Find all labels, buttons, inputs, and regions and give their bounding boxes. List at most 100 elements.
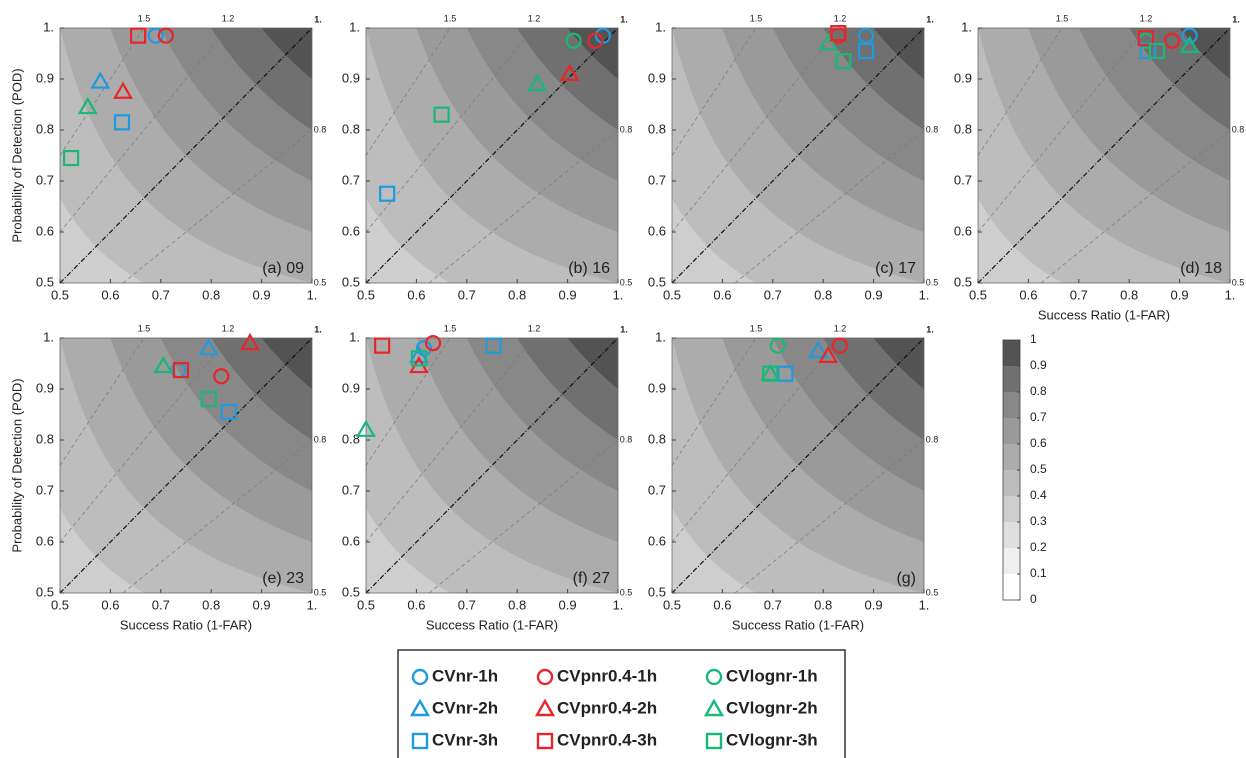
legend-box xyxy=(397,649,846,758)
y-tick-label: 0.7 xyxy=(36,172,54,187)
colorbar-label: 0 xyxy=(1030,592,1037,606)
x-tick-label: 0.9 xyxy=(1171,287,1189,302)
colorbar-label: 1 xyxy=(1030,332,1037,346)
marker xyxy=(534,698,556,717)
legend-item: CVnr-3h xyxy=(411,730,498,750)
csi-band xyxy=(672,338,924,389)
marker xyxy=(536,732,554,750)
x-tick-label: 0.7 xyxy=(458,287,476,302)
bias-label: 1.5 xyxy=(138,323,151,333)
marker xyxy=(1181,27,1198,44)
marker xyxy=(1179,35,1200,53)
colorbar-label: 0.2 xyxy=(1030,540,1047,554)
y-tick-label: 0.9 xyxy=(342,380,360,395)
x-tick-label: 0.6 xyxy=(713,287,731,302)
marker xyxy=(172,362,190,379)
y-tick-label: 0.5 xyxy=(36,584,54,599)
panel-label: (c) 17 xyxy=(875,260,916,277)
bias-label: 1. xyxy=(314,324,322,334)
x-axis-label: Success Ratio (1-FAR) xyxy=(732,617,864,632)
marker xyxy=(769,337,786,354)
bias-line xyxy=(977,27,1063,156)
colorbar-band xyxy=(1003,470,1020,496)
bias-label: 1. xyxy=(620,14,628,24)
marker xyxy=(485,337,502,354)
marker xyxy=(411,668,429,686)
panel-label: (b) 16 xyxy=(568,260,610,277)
marker xyxy=(411,732,429,750)
x-tick-label: 0.9 xyxy=(253,287,271,302)
bias-label: 1. xyxy=(620,324,628,334)
y-tick-label: 0.8 xyxy=(342,121,360,136)
x-tick-label: 0.9 xyxy=(865,597,883,612)
bias-label: 0.8 xyxy=(314,124,327,134)
y-tick-label: 0.5 xyxy=(648,274,666,289)
y-tick-label: 0.5 xyxy=(648,584,666,599)
colorbar-band xyxy=(1003,366,1020,392)
bias-label: 1.2 xyxy=(1140,13,1153,23)
panel: 1.5 1.2 1.0.80.50.5 0.6 0.7 0.8 0.9 1.0.50.60.7… xyxy=(342,13,632,302)
legend-item: CVpnr0.4-2h xyxy=(534,698,657,717)
csi-band xyxy=(672,338,924,440)
bias-label: 0.8 xyxy=(926,124,939,134)
marker xyxy=(157,27,174,44)
x-tick-label: 0.8 xyxy=(202,597,220,612)
marker xyxy=(808,340,829,358)
csi-band xyxy=(672,28,924,130)
x-axis-label: Success Ratio (1-FAR) xyxy=(426,617,558,632)
x-tick-label: 0.5 xyxy=(51,287,69,302)
x-tick-label: 0.5 xyxy=(969,287,987,302)
y-axis-label: Probability of Detection (POD) xyxy=(9,378,24,552)
marker xyxy=(410,350,428,367)
y-tick-label: 0.6 xyxy=(342,223,360,238)
marker xyxy=(77,96,98,115)
x-tick-label: 0.8 xyxy=(202,287,220,302)
marker xyxy=(240,332,260,351)
panel: 1.5 1.2 1.0.80.50.5 0.6 0.7 0.8 0.9 1.0.50.60.7… xyxy=(954,13,1244,322)
x-tick-label: 0.5 xyxy=(663,287,681,302)
x-tick-label: 1. xyxy=(613,287,624,302)
panel: 1.5 1.2 1.0.80.50.5 0.6 0.7 0.8 0.9 1.0.50.60.7… xyxy=(9,323,326,632)
bias-line xyxy=(122,129,313,284)
legend-label: CVnr-1h xyxy=(432,666,498,685)
bias-label: 1.5 xyxy=(444,323,457,333)
bias-line xyxy=(365,27,451,156)
panel: 1.5 1.2 1.0.80.50.5 0.6 0.7 0.8 0.9 1.0.50.60.7… xyxy=(648,323,938,632)
marker xyxy=(374,337,391,354)
y-tick-label: 0.5 xyxy=(342,584,360,599)
x-tick-label: 0.9 xyxy=(559,287,577,302)
colorbar-band xyxy=(1003,548,1020,574)
bias-label: 1.5 xyxy=(444,13,457,23)
marker xyxy=(213,368,230,385)
marker xyxy=(409,698,431,717)
bias-label: 0.5 xyxy=(926,277,939,287)
marker xyxy=(433,106,450,123)
panel-label: (e) 23 xyxy=(262,570,304,587)
marker xyxy=(857,42,875,60)
y-tick-label: 1. xyxy=(349,19,360,34)
plot-frame xyxy=(671,337,925,594)
legend-item: CVlognr-3h xyxy=(705,730,818,749)
y-tick-label: 0.6 xyxy=(648,223,666,238)
marker xyxy=(62,149,80,167)
marker xyxy=(1163,32,1181,49)
colorbar-label: 0.1 xyxy=(1030,566,1047,580)
marker xyxy=(113,114,131,131)
marker xyxy=(153,355,174,374)
plot-frame xyxy=(671,27,925,284)
y-tick-label: 0.6 xyxy=(954,223,972,238)
csi-band xyxy=(60,338,312,440)
bias-line xyxy=(59,337,229,543)
panel: 1.5 1.2 1.0.80.50.5 0.6 0.7 0.8 0.9 1.0.50.60.7… xyxy=(9,13,326,302)
bias-label: 0.5 xyxy=(314,277,327,287)
colorbar-band xyxy=(1003,444,1020,470)
bias-label: 0.8 xyxy=(620,434,633,444)
y-axis-label: Probability of Detection (POD) xyxy=(9,68,24,242)
marker xyxy=(90,71,111,89)
panel: 1.5 1.2 1.0.80.50.5 0.6 0.7 0.8 0.9 1.0.50.60.7… xyxy=(648,13,938,302)
marker xyxy=(356,419,376,437)
y-tick-label: 1. xyxy=(43,19,54,34)
x-tick-label: 0.9 xyxy=(253,597,271,612)
x-tick-label: 0.8 xyxy=(508,597,526,612)
marker xyxy=(565,32,582,49)
